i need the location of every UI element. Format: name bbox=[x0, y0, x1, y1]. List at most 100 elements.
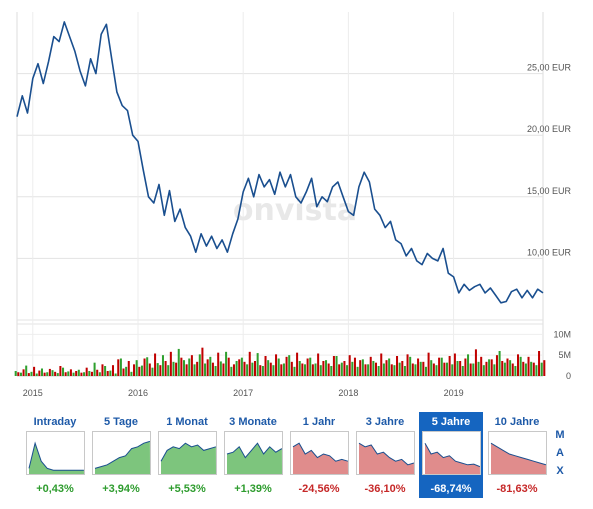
volume-bar-up bbox=[330, 366, 333, 376]
volume-bar-up bbox=[277, 358, 280, 376]
volume-bar-down bbox=[427, 352, 430, 376]
volume-tick-label: 0 bbox=[566, 371, 571, 381]
volume-bar-up bbox=[256, 353, 259, 376]
volume-bar-down bbox=[495, 355, 498, 376]
volume-bar-up bbox=[467, 354, 470, 376]
thumbnail-line bbox=[292, 442, 348, 462]
volume-bar-up bbox=[282, 363, 285, 376]
price-tick-label: 15,00 EUR bbox=[527, 186, 572, 196]
volume-bar-up bbox=[303, 364, 306, 376]
volume-bar-up bbox=[461, 366, 464, 376]
volume-bar-down bbox=[464, 358, 467, 376]
scale-button-m[interactable]: M bbox=[555, 429, 565, 441]
range-thumbnail bbox=[91, 431, 151, 475]
range-tile-5-tage[interactable]: 5 Tage +3,94% bbox=[89, 412, 153, 498]
thumbnail-area bbox=[28, 443, 84, 474]
thumbnail-area bbox=[292, 443, 348, 474]
volume-bar-down bbox=[101, 364, 104, 376]
range-tile-intraday[interactable]: Intraday +0,43% bbox=[23, 412, 87, 498]
volume-bar-up bbox=[135, 360, 138, 376]
range-thumbnail bbox=[421, 431, 481, 475]
year-tick-label: 2015 bbox=[23, 388, 43, 398]
thumbnail-area bbox=[226, 443, 282, 474]
volume-tick-label: 5M bbox=[558, 350, 571, 360]
volume-bar-up bbox=[56, 373, 59, 376]
volume-bar-down bbox=[453, 353, 456, 376]
volume-bar-down bbox=[264, 356, 267, 376]
volume-bar-down bbox=[232, 364, 235, 376]
volume-bar-down bbox=[243, 361, 246, 376]
volume-bar-down bbox=[127, 361, 130, 376]
volume-bar-down bbox=[432, 363, 435, 376]
volume-bar-down bbox=[196, 361, 199, 376]
volume-bar-down bbox=[59, 366, 62, 376]
volume-bar-down bbox=[459, 361, 462, 376]
range-tile-3-jahre[interactable]: 3 Jahre -36,10% bbox=[353, 412, 417, 498]
thumbnail-line bbox=[226, 442, 282, 459]
volume-bar-down bbox=[90, 371, 93, 376]
volume-bar-down bbox=[143, 358, 146, 376]
volume-bar-down bbox=[138, 366, 141, 376]
volume-bar-down bbox=[364, 364, 367, 376]
volume-bar-down bbox=[38, 370, 41, 376]
volume-bar-down bbox=[238, 359, 241, 376]
volume-bar-down bbox=[532, 362, 535, 376]
volume-bar-up bbox=[62, 367, 65, 376]
volume-bar-up bbox=[98, 372, 101, 376]
volume-bar-down bbox=[185, 364, 188, 376]
volume-bar-up bbox=[445, 362, 449, 376]
volume-bar-down bbox=[269, 362, 272, 376]
volume-bar-up bbox=[93, 362, 96, 376]
volume-bar-up bbox=[125, 366, 128, 376]
scale-button-x[interactable]: X bbox=[556, 465, 564, 477]
volume-bar-up bbox=[382, 363, 385, 376]
volume-bar-down bbox=[332, 356, 335, 376]
volume-bar-down bbox=[411, 363, 414, 376]
volume-tick-label: 10M bbox=[553, 329, 571, 339]
scale-button-a[interactable]: A bbox=[556, 447, 564, 459]
range-tile-1-monat[interactable]: 1 Monat +5,53% bbox=[155, 412, 219, 498]
volume-bar-up bbox=[167, 365, 170, 376]
volume-bar-down bbox=[322, 361, 325, 376]
volume-bar-up bbox=[261, 366, 264, 376]
volume-bar-up bbox=[46, 372, 49, 376]
volume-bar-up bbox=[509, 360, 512, 376]
volume-bar-up bbox=[514, 366, 517, 376]
thumbnail-line bbox=[94, 440, 150, 469]
volume-bar-down bbox=[501, 361, 504, 376]
volume-bar-down bbox=[217, 352, 220, 376]
range-tile-10-jahre[interactable]: 10 Jahre -81,63% bbox=[485, 412, 549, 498]
volume-bar-up bbox=[293, 366, 296, 376]
range-thumbnail bbox=[289, 431, 349, 475]
volume-bar-down bbox=[438, 357, 441, 376]
volume-bar-up bbox=[182, 360, 186, 376]
volume-bar-down bbox=[254, 361, 257, 376]
volume-bar-up bbox=[146, 357, 149, 376]
range-thumbnail bbox=[223, 431, 283, 475]
volume-bar-up bbox=[156, 363, 159, 376]
volume-bar-up bbox=[540, 362, 543, 376]
year-tick-label: 2017 bbox=[233, 388, 253, 398]
volume-bar-down bbox=[443, 362, 446, 376]
range-tile-1-jahr[interactable]: 1 Jahr -24,56% bbox=[287, 412, 351, 498]
thumbnail-line bbox=[28, 441, 84, 471]
volume-bar-up bbox=[319, 365, 322, 376]
price-chart-svg[interactable]: 25,00 EUR 20,00 EUR 15,00 EUR 10,00 EUR 2015… bbox=[0, 0, 593, 400]
volume-bar-down bbox=[222, 363, 225, 376]
volume-bar-up bbox=[151, 367, 154, 376]
volume-bar-up bbox=[246, 364, 249, 376]
volume-bar-down bbox=[506, 358, 509, 376]
price-chart[interactable]: 25,00 EUR 20,00 EUR 15,00 EUR 10,00 EUR 2015… bbox=[0, 0, 593, 400]
range-tile-3-monate[interactable]: 3 Monate +1,39% bbox=[221, 412, 285, 498]
volume-bar-down bbox=[517, 354, 520, 376]
range-tile-5-jahre[interactable]: 5 Jahre -68,74% bbox=[419, 412, 483, 498]
volume-bar-up bbox=[104, 366, 107, 376]
volume-bar-up bbox=[356, 366, 359, 376]
volume-bar-down bbox=[311, 364, 314, 376]
volume-bar-down bbox=[538, 351, 541, 376]
volume-bar-up bbox=[235, 361, 238, 376]
volume-bar-up bbox=[25, 365, 28, 376]
volume-bar-down bbox=[374, 362, 378, 376]
volume-bar-down bbox=[69, 369, 72, 376]
volume-bar-up bbox=[72, 372, 75, 376]
